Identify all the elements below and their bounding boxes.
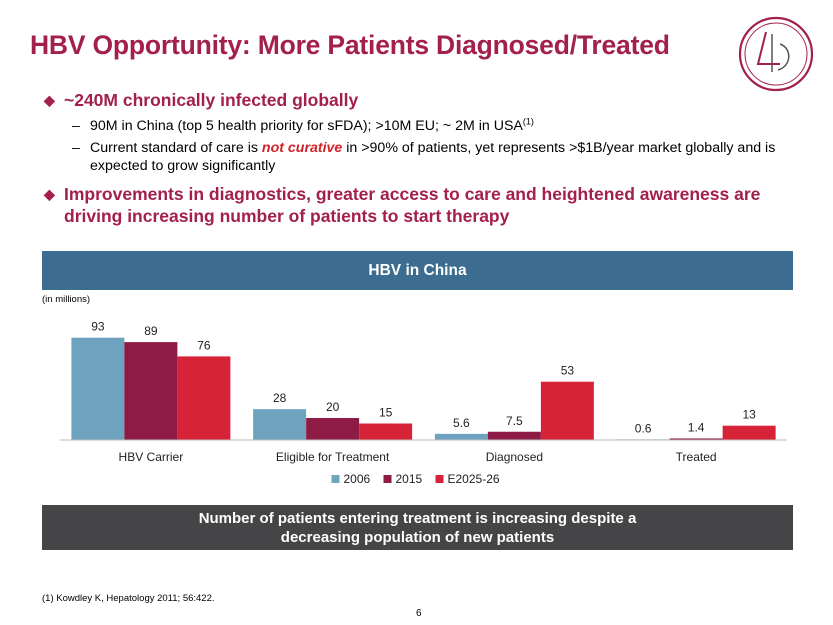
legend-swatch [331, 475, 340, 483]
legend-label: 2006 [344, 472, 371, 486]
emphasis-text: not curative [261, 140, 343, 156]
data-label: 28 [273, 391, 287, 405]
category-label: Treated [676, 450, 717, 464]
bar-E2025-26-2 [540, 381, 594, 440]
data-label: 93 [91, 320, 105, 334]
sub-bullet: – 90M in China (top 5 health priority fo… [44, 117, 814, 135]
sub-bullet: – Current standard of care is not curati… [44, 139, 814, 175]
category-label: Diagnosed [486, 450, 543, 464]
bar-2015-3 [669, 438, 723, 440]
bar-E2025-26-3 [722, 425, 776, 440]
bar-2015-1 [306, 418, 360, 440]
bar-2015-2 [487, 431, 541, 440]
footnote: (1) Kowdley K, Hepatology 2011; 56:422. [42, 593, 215, 604]
bar-2006-1 [253, 409, 307, 440]
bullet-list: ◆ ~240M chronically infected globally – … [44, 89, 814, 227]
data-label: 13 [742, 408, 756, 422]
page-number: 6 [416, 608, 422, 619]
legend-swatch [383, 475, 392, 483]
sub-bullet-text: Current standard of care is [90, 140, 262, 156]
diamond-bullet-icon: ◆ [44, 92, 55, 108]
bullet-item: ◆ Improvements in diagnostics, greater a… [44, 183, 814, 227]
data-label: 5.6 [453, 416, 470, 430]
sub-bullet-text: in >90% of patients, yet represents >$1B… [90, 140, 776, 174]
bar-2006-0 [71, 337, 125, 440]
bullet-text: ~240M chronically infected globally [64, 90, 359, 110]
sub-bullet-text: 90M in China (top 5 health priority for … [90, 118, 523, 134]
bullet-text: Improvements in diagnostics, greater acc… [64, 184, 761, 226]
chart-header: HBV in China [42, 251, 793, 290]
callout-line: Number of patients entering treatment is… [198, 509, 637, 527]
legend-label: 2015 [396, 472, 423, 486]
slide-title: HBV Opportunity: More Patients Diagnosed… [30, 30, 670, 60]
data-label: 53 [561, 364, 575, 378]
category-label: HBV Carrier [119, 450, 184, 464]
legend-label: E2025-26 [448, 472, 500, 486]
bar-E2025-26-0 [177, 356, 231, 440]
data-label: 20 [326, 400, 340, 414]
data-label: 0.6 [635, 421, 652, 435]
dash-bullet-icon: – [72, 118, 80, 134]
bar-E2025-26-1 [359, 423, 413, 440]
units-note: (in millions) [42, 294, 91, 305]
callout-line: decreasing population of new patients [280, 528, 555, 546]
bar-2015-0 [124, 342, 178, 440]
data-label: 1.4 [688, 420, 705, 434]
company-logo [738, 16, 814, 92]
data-label: 89 [144, 324, 158, 338]
legend-swatch [435, 475, 444, 483]
bar-2006-2 [434, 433, 488, 440]
dash-bullet-icon: – [72, 140, 80, 156]
callout-box: Number of patients entering treatment is… [42, 505, 793, 550]
bullet-item: ◆ ~240M chronically infected globally [44, 89, 814, 111]
data-label: 7.5 [506, 414, 523, 428]
diamond-bullet-icon: ◆ [44, 186, 55, 202]
category-label: Eligible for Treatment [276, 450, 390, 464]
footnote-ref: (1) [522, 116, 534, 127]
data-label: 76 [197, 338, 211, 352]
data-label: 15 [379, 406, 393, 420]
